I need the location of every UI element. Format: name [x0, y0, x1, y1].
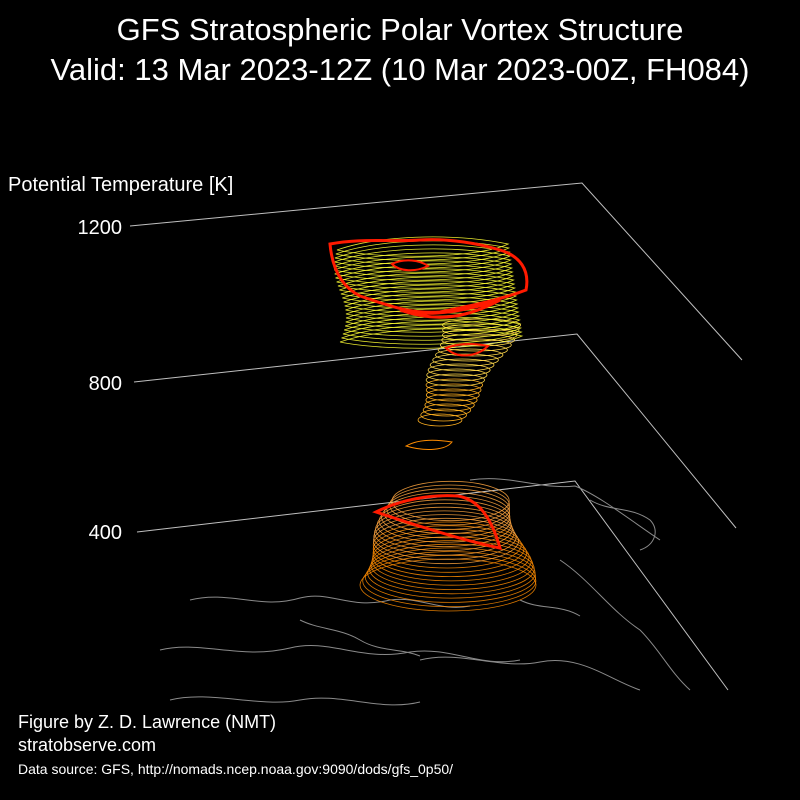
lower-vortex-contour [373, 514, 517, 560]
lower-vortex-contour [389, 484, 510, 526]
plane-400-gridline [136, 480, 729, 691]
z-tick-label-800: 800 [88, 373, 122, 395]
lower-vortex-contour [372, 521, 522, 569]
upper-vortex-contour [334, 256, 513, 277]
coastline-5 [419, 656, 641, 691]
coastline-2 [169, 696, 421, 706]
lower-vortex-contour [391, 480, 510, 522]
website-link[interactable]: stratobserve.com [18, 735, 157, 755]
upper-vortex-contour [345, 308, 521, 329]
coastline-8 [589, 499, 656, 551]
upper-vortex-contour [334, 260, 514, 281]
z-axis-label: Potential Temperature [K] [8, 174, 234, 196]
upper-stem-contour [424, 398, 475, 412]
upper-stem-contour [425, 388, 480, 402]
vortex-fragment [404, 439, 453, 450]
upper-vortex-hole [390, 259, 430, 272]
upper-stem-contour [425, 393, 478, 407]
lower-vortex-contour [364, 551, 537, 603]
upper-stem-contour [432, 353, 499, 367]
lower-vortex-contour [386, 488, 511, 530]
upper-vortex-contour [339, 328, 524, 349]
upper-vortex-contour [342, 320, 523, 341]
upper-stem-contour [425, 373, 485, 387]
data-source: Data source: GFS, http://nomads.ncep.noa… [18, 761, 454, 777]
upper-stem-contour [427, 363, 491, 377]
chart-subtitle: Valid: 13 Mar 2023-12Z (10 Mar 2023-00Z,… [50, 52, 750, 87]
lower-vortex-contour [372, 532, 530, 582]
upper-vortex-contour [345, 300, 520, 321]
upper-stem-contour [429, 358, 495, 372]
plane-800-gridline [133, 333, 737, 529]
coastline-4 [559, 559, 691, 691]
upper-stem-contour [420, 408, 467, 422]
lower-vortex-contour [374, 510, 515, 556]
coastline-6 [299, 619, 421, 657]
upper-vortex-contour [335, 264, 514, 285]
coastline-7 [519, 599, 581, 617]
lower-vortex-contour [375, 506, 513, 552]
z-tick-label-1200: 1200 [77, 217, 123, 239]
coastline-0 [189, 595, 471, 608]
upper-vortex-edge-mid [399, 298, 501, 319]
upper-vortex-contour [336, 268, 515, 289]
lower-vortex-contour [369, 543, 535, 595]
upper-vortex-contour [335, 240, 511, 261]
coastline-3 [469, 478, 661, 541]
upper-vortex-contour [344, 312, 521, 333]
upper-stem-contour [442, 323, 520, 337]
upper-stem-contour [435, 348, 504, 362]
chart-title: GFS Stratospheric Polar Vortex Structure [116, 12, 684, 47]
plane-1200-gridline [129, 182, 743, 361]
upper-stem-contour [439, 338, 512, 352]
figure-credit: Figure by Z. D. Lawrence (NMT) [18, 712, 277, 732]
lower-vortex-contour [367, 547, 536, 599]
upper-vortex-edge-top [328, 238, 529, 314]
upper-vortex-contour [333, 252, 512, 273]
z-tick-label-400: 400 [88, 522, 122, 544]
upper-vortex-edge-low [444, 343, 491, 357]
upper-vortex-contour [343, 316, 522, 337]
lower-vortex-contour [372, 525, 525, 573]
lower-vortex-contour [376, 503, 512, 547]
lower-vortex-contour [372, 517, 519, 565]
upper-stem-contour [422, 403, 472, 417]
coastline-1 [159, 645, 521, 663]
upper-stem-contour [426, 368, 488, 382]
lower-vortex-edge [372, 494, 503, 550]
upper-stem-contour [425, 378, 484, 392]
upper-vortex-contour [341, 324, 523, 345]
lower-vortex-contour [370, 540, 534, 590]
upper-stem-contour [417, 413, 463, 427]
upper-vortex-contour [334, 248, 512, 269]
upper-vortex-contour [345, 304, 520, 325]
lower-vortex-contour [378, 499, 511, 543]
upper-stem-contour [425, 383, 482, 397]
